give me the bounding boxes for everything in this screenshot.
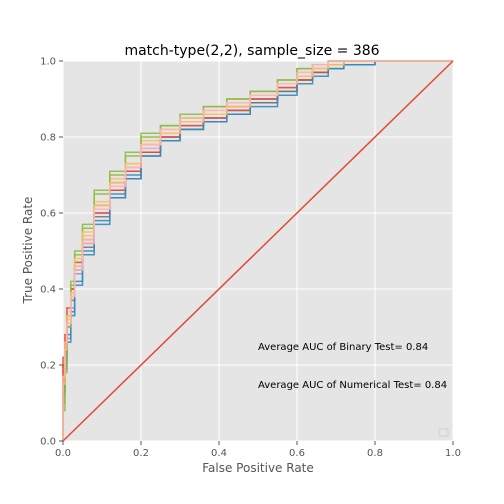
y-axis-label: True Positive Rate <box>21 197 35 305</box>
y-tick-label: 0.6 <box>40 209 56 220</box>
x-tick-label: 0.0 <box>55 448 71 459</box>
grid-lines <box>62 60 454 442</box>
x-tick-label: 0.4 <box>211 448 227 459</box>
annotations: Average AUC of Binary Test= 0.84 Average … <box>258 342 447 391</box>
auc-annotation: Average AUC of Numerical Test= 0.84 <box>258 380 447 391</box>
x-axis-label: False Positive Rate <box>202 461 314 475</box>
x-tick-label: 0.2 <box>133 448 149 459</box>
auc-annotation: Average AUC of Binary Test= 0.84 <box>258 342 428 353</box>
roc-curve-12 <box>62 60 453 441</box>
chart-title: match-type(2,2), sample_size = 386 <box>124 43 379 59</box>
roc-curves <box>62 60 453 441</box>
y-tick-label: 0.0 <box>40 437 56 448</box>
chance-diagonal-line <box>62 60 454 442</box>
y-tick-label: 0.2 <box>40 361 56 372</box>
x-tick-label: 0.8 <box>367 448 383 459</box>
x-tick-label: 0.6 <box>289 448 305 459</box>
legend-box <box>438 428 449 437</box>
x-tick-label: 1.0 <box>445 448 461 459</box>
x-axis-ticks: 0.0 0.2 0.4 0.6 0.8 1.0 <box>55 441 461 459</box>
y-tick-label: 0.4 <box>40 285 56 296</box>
y-tick-label: 1.0 <box>40 57 56 68</box>
y-tick-label: 0.8 <box>40 133 56 144</box>
y-axis-ticks: 0.0 0.2 0.4 0.6 0.8 1.0 <box>40 57 63 448</box>
